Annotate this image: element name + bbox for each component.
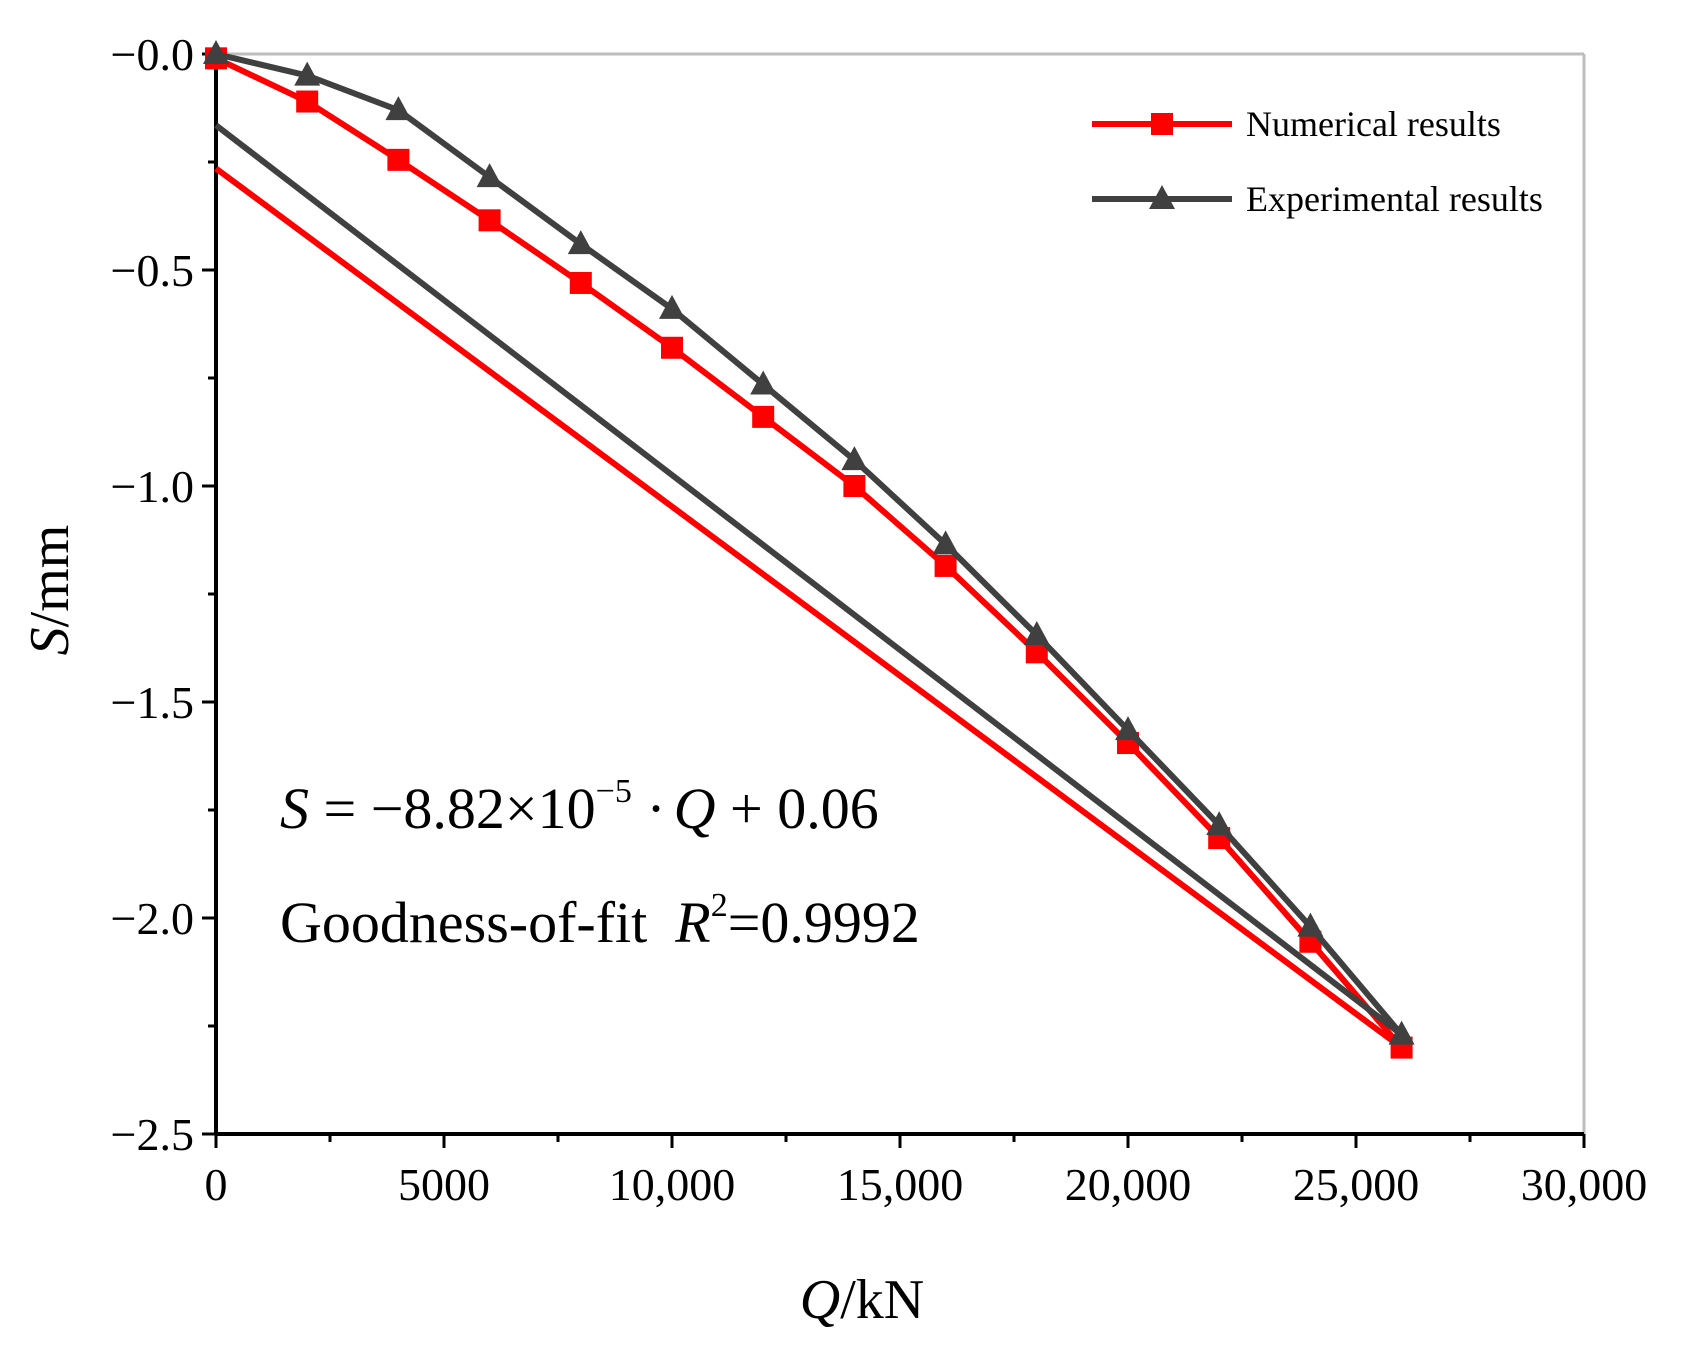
loading-line bbox=[214, 55, 1404, 1050]
data-point-square bbox=[1025, 641, 1048, 664]
y-tick-label: −0.0 bbox=[111, 29, 194, 80]
legend: Numerical results Experimental results bbox=[1092, 104, 1543, 219]
data-point-square bbox=[934, 554, 957, 577]
y-tick-label: −1.5 bbox=[111, 677, 194, 728]
x-tick-label: 5000 bbox=[398, 1159, 490, 1210]
loading-line bbox=[215, 51, 1404, 1037]
fit-equation: S = −8.82×10−5 · Q + 0.06 bbox=[280, 773, 879, 841]
data-point-triangle bbox=[1023, 621, 1050, 646]
unloading-line bbox=[214, 166, 1404, 1051]
y-tick-label: −0.5 bbox=[111, 245, 194, 296]
y-axis-title: S/mm bbox=[19, 525, 81, 656]
y-tick-label: −2.0 bbox=[111, 893, 194, 944]
legend-marker-square bbox=[1151, 113, 1173, 135]
x-tick-label: 15,000 bbox=[837, 1159, 964, 1210]
data-point-triangle bbox=[750, 370, 777, 395]
data-point-square bbox=[387, 148, 410, 171]
data-point-triangle bbox=[385, 96, 412, 121]
legend-label-numerical: Numerical results bbox=[1246, 104, 1501, 144]
data-point-triangle bbox=[1115, 716, 1141, 741]
unloading-line bbox=[214, 122, 1404, 1038]
series-layer bbox=[203, 40, 1415, 1059]
x-tick-labels: 0 5000 10,000 15,000 20,000 25,000 30,000 bbox=[205, 1159, 1648, 1210]
axis-ticks bbox=[202, 52, 1586, 1148]
data-point-square bbox=[661, 336, 683, 359]
goodness-of-fit: Goodness-of-fit R2=0.9992 bbox=[280, 887, 920, 955]
data-point-square bbox=[843, 475, 866, 497]
data-point-triangle bbox=[841, 446, 868, 471]
y-tick-label: −1.0 bbox=[111, 461, 194, 512]
y-tick-label: −2.5 bbox=[111, 1109, 194, 1160]
x-tick-label: 30,000 bbox=[1521, 1159, 1648, 1210]
data-point-triangle bbox=[932, 530, 959, 555]
legend-label-experimental: Experimental results bbox=[1246, 179, 1543, 219]
series-experimental bbox=[203, 40, 1415, 1045]
legend-marker-triangle bbox=[1149, 185, 1175, 209]
series-numerical bbox=[205, 47, 1413, 1059]
data-point-triangle bbox=[1206, 811, 1233, 836]
data-point-square bbox=[478, 209, 501, 232]
data-point-square bbox=[296, 90, 319, 113]
data-point-square bbox=[569, 271, 592, 294]
x-tick-label: 0 bbox=[205, 1159, 228, 1210]
data-point-triangle bbox=[1388, 1020, 1415, 1045]
y-tick-labels: −0.0 −0.5 −1.0 −1.5 −2.0 −2.5 bbox=[111, 29, 194, 1160]
data-point-triangle bbox=[203, 40, 229, 64]
data-point-triangle bbox=[567, 230, 594, 255]
x-tick-label: 20,000 bbox=[1065, 1159, 1192, 1210]
data-point-triangle bbox=[294, 61, 321, 86]
x-tick-label: 10,000 bbox=[609, 1159, 736, 1210]
x-axis-title: Q/kN bbox=[800, 1269, 924, 1331]
data-point-square bbox=[752, 405, 775, 428]
x-tick-label: 25,000 bbox=[1293, 1159, 1420, 1210]
data-point-triangle bbox=[659, 294, 685, 319]
data-point-triangle bbox=[1297, 912, 1324, 937]
data-point-triangle bbox=[476, 163, 503, 188]
